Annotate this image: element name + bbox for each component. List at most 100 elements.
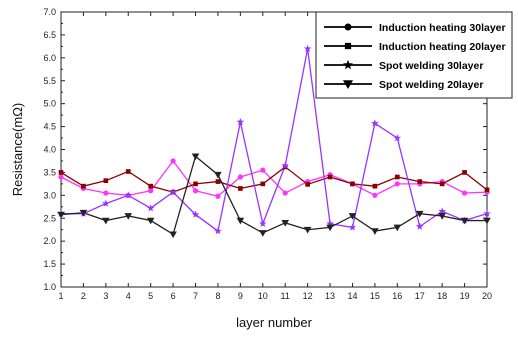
data-point-triangle-down-3 xyxy=(214,171,222,179)
data-point-square-1 xyxy=(417,179,423,184)
legend-entry-label: Spot welding 30layer xyxy=(379,60,483,72)
x-tick-label: 2 xyxy=(81,291,86,301)
data-point-star-2 xyxy=(438,207,446,215)
y-tick-label: 4.0 xyxy=(43,145,56,155)
data-point-triangle-down-3 xyxy=(124,213,133,220)
data-point-star-2 xyxy=(191,210,200,218)
data-point-circle-0 xyxy=(282,190,288,196)
data-point-triangle-down-3 xyxy=(146,217,155,225)
legend-marker-1 xyxy=(344,42,352,50)
data-point-circle-0 xyxy=(192,188,199,194)
data-point-square-1 xyxy=(81,183,86,189)
data-point-circle-0 xyxy=(170,158,176,164)
data-point-square-1 xyxy=(238,186,243,191)
y-tick-label: 1.5 xyxy=(43,259,56,269)
data-point-star-2 xyxy=(146,204,155,212)
data-point-square-1 xyxy=(439,181,445,187)
y-tick-label: 2.0 xyxy=(43,236,56,246)
x-tick-label: 16 xyxy=(392,291,402,301)
data-point-star-2 xyxy=(259,219,267,227)
data-point-square-1 xyxy=(305,181,310,187)
y-tick-label: 5.5 xyxy=(43,76,56,86)
data-point-star-2 xyxy=(348,223,357,231)
x-tick-label: 4 xyxy=(126,291,131,301)
data-point-square-1 xyxy=(372,183,378,189)
data-point-triangle-down-3 xyxy=(371,228,379,235)
legend-marker-0 xyxy=(344,23,352,31)
x-tick-label: 3 xyxy=(103,291,108,301)
data-point-triangle-down-3 xyxy=(326,224,334,232)
data-point-triangle-down-3 xyxy=(57,211,65,219)
data-point-circle-0 xyxy=(394,181,400,187)
y-axis-title: Resistance(mΩ) xyxy=(10,103,25,197)
data-point-square-1 xyxy=(260,181,266,187)
data-point-star-2 xyxy=(102,199,110,207)
data-point-star-2 xyxy=(415,222,424,230)
data-point-triangle-down-3 xyxy=(169,231,177,239)
data-point-triangle-down-3 xyxy=(348,213,357,220)
data-point-square-1 xyxy=(462,170,467,175)
data-point-square-1 xyxy=(125,169,131,174)
data-point-triangle-down-3 xyxy=(393,224,402,232)
data-point-square-1 xyxy=(394,174,400,180)
x-axis-title: layer number xyxy=(236,315,313,330)
x-tick-label: 10 xyxy=(258,291,268,301)
data-point-square-1 xyxy=(215,179,221,184)
series-line-1 xyxy=(60,166,488,193)
y-tick-label: 7.0 xyxy=(43,7,56,17)
data-point-triangle-down-3 xyxy=(102,217,110,225)
x-tick-label: 12 xyxy=(303,291,313,301)
data-point-circle-0 xyxy=(148,188,154,194)
data-point-circle-0 xyxy=(260,167,266,173)
data-point-star-2 xyxy=(371,119,379,127)
y-tick-label: 3.0 xyxy=(43,190,56,200)
data-point-triangle-down-3 xyxy=(281,219,289,227)
y-tick-label: 4.5 xyxy=(43,122,56,132)
series-line-3 xyxy=(60,155,487,236)
data-point-square-1 xyxy=(58,170,64,175)
data-point-triangle-down-3 xyxy=(191,153,200,161)
data-point-square-1 xyxy=(148,183,154,189)
x-tick-label: 5 xyxy=(148,291,153,301)
x-tick-label: 6 xyxy=(171,291,176,301)
data-point-square-1 xyxy=(193,181,198,187)
legend-entry-label: Induction heating 30layer xyxy=(379,22,506,34)
legend-entry-label: Spot welding 20layer xyxy=(379,79,483,91)
data-point-square-1 xyxy=(350,181,355,187)
data-point-star-2 xyxy=(483,209,491,217)
data-point-star-2 xyxy=(393,134,402,142)
legend-marker-3 xyxy=(342,80,354,90)
data-point-square-1 xyxy=(327,174,333,180)
x-tick-label: 15 xyxy=(370,291,380,301)
data-point-star-2 xyxy=(124,191,133,199)
x-tick-label: 18 xyxy=(437,291,447,301)
x-tick-label: 20 xyxy=(482,291,492,301)
data-point-circle-0 xyxy=(461,190,468,196)
x-tick-label: 8 xyxy=(215,291,220,301)
data-point-triangle-down-3 xyxy=(79,209,88,217)
series-line-2 xyxy=(61,48,488,233)
data-point-circle-0 xyxy=(58,174,64,180)
data-point-triangle-down-3 xyxy=(415,210,424,218)
y-tick-label: 3.5 xyxy=(43,167,56,177)
data-point-triangle-down-3 xyxy=(483,217,491,225)
data-point-triangle-down-3 xyxy=(460,217,469,225)
legend-entry-label: Induction heating 20layer xyxy=(379,41,506,53)
data-point-circle-0 xyxy=(372,192,378,198)
data-point-triangle-down-3 xyxy=(438,213,446,220)
data-point-star-2 xyxy=(169,188,177,196)
x-tick-label: 13 xyxy=(325,291,335,301)
data-point-triangle-down-3 xyxy=(236,217,245,225)
legend-marker-2 xyxy=(342,59,354,70)
data-point-square-1 xyxy=(103,178,109,184)
x-tick-label: 14 xyxy=(347,291,357,301)
y-tick-label: 2.5 xyxy=(43,213,56,223)
data-point-square-1 xyxy=(484,187,490,193)
data-point-star-2 xyxy=(214,227,222,235)
x-tick-label: 19 xyxy=(460,291,470,301)
data-point-triangle-down-3 xyxy=(259,230,267,237)
data-point-star-2 xyxy=(326,219,334,227)
y-tick-label: 1.0 xyxy=(43,282,56,292)
